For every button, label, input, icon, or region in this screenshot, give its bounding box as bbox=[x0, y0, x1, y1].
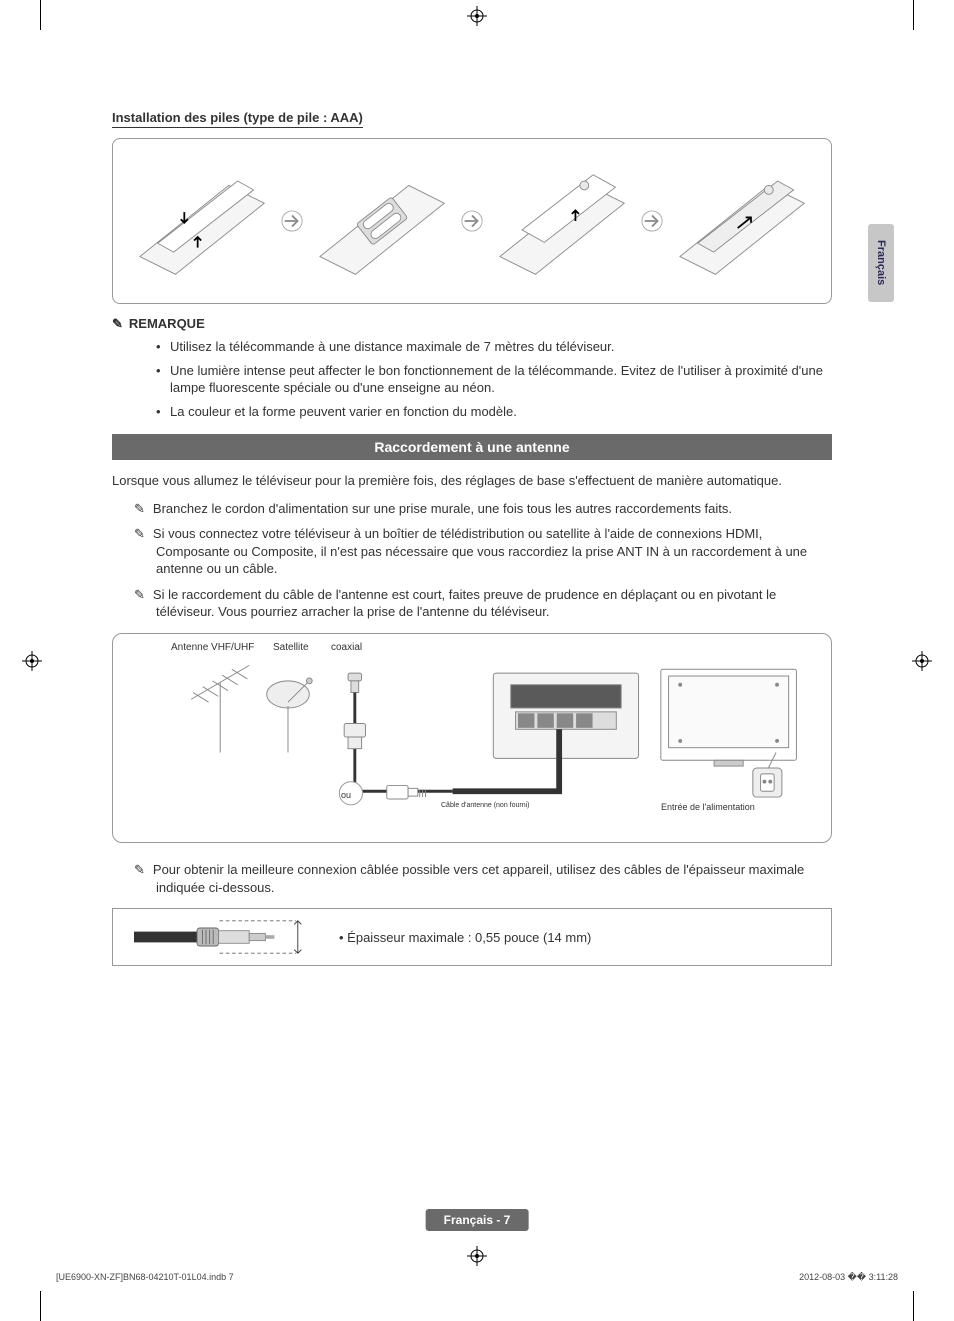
remarque-item: Utilisez la télécommande à une distance … bbox=[156, 338, 832, 356]
print-file: [UE6900-XN-ZF]BN68-04210T-01L04.indb 7 bbox=[56, 1272, 234, 1283]
page-content: Installation des piles (type de pile : A… bbox=[112, 110, 832, 966]
crop-mark bbox=[40, 1291, 41, 1321]
sat-label: Satellite bbox=[273, 642, 309, 653]
remarque-list: Utilisez la télécommande à une distance … bbox=[112, 338, 832, 420]
battery-step-2 bbox=[303, 151, 461, 291]
note-item: Si vous connectez votre téléviseur à un … bbox=[134, 525, 832, 578]
language-tab: Français bbox=[868, 224, 894, 302]
cable-thickness-diagram: Épaisseur maximale : 0,55 pouce (14 mm) bbox=[112, 908, 832, 966]
remarque-item: Une lumière intense peut affecter le bon… bbox=[156, 362, 832, 397]
cable-note-list: Pour obtenir la meilleure connexion câbl… bbox=[112, 861, 832, 896]
vhf-label: Antenne VHF/UHF bbox=[171, 642, 254, 653]
registration-mark-icon bbox=[467, 1246, 487, 1266]
note-item: Si le raccordement du câble de l'antenne… bbox=[134, 586, 832, 621]
cable-icon bbox=[129, 919, 319, 955]
section-heading: Installation des piles (type de pile : A… bbox=[112, 110, 363, 128]
page-footer: Français - 7 bbox=[426, 1209, 529, 1231]
intro-text: Lorsque vous allumez le téléviseur pour … bbox=[112, 472, 832, 490]
registration-mark-icon bbox=[22, 651, 42, 671]
remarque-label: REMARQUE bbox=[112, 316, 832, 332]
crop-mark bbox=[913, 1291, 914, 1321]
print-metadata: [UE6900-XN-ZF]BN68-04210T-01L04.indb 7 2… bbox=[56, 1272, 898, 1283]
remarque-item: La couleur et la forme peuvent varier en… bbox=[156, 403, 832, 421]
note-item: Branchez le cordon d'alimentation sur un… bbox=[134, 500, 832, 518]
language-tab-label: Français bbox=[875, 240, 887, 285]
cable-spec-text: Épaisseur maximale : 0,55 pouce (14 mm) bbox=[339, 930, 591, 945]
print-stamp: 2012-08-03 �� 3:11:28 bbox=[799, 1272, 898, 1283]
antenna-diagram: Antenne VHF/UHF Satellite coaxial ou Câb… bbox=[112, 633, 832, 843]
battery-step-4 bbox=[663, 151, 821, 291]
registration-mark-icon bbox=[912, 651, 932, 671]
cable-note: Câble d'antenne (non fourni) bbox=[441, 802, 530, 809]
arrow-right-icon bbox=[641, 210, 663, 232]
or-label: ou bbox=[341, 790, 351, 800]
registration-mark-icon bbox=[467, 6, 487, 26]
crop-mark bbox=[913, 0, 914, 30]
note-item: Pour obtenir la meilleure connexion câbl… bbox=[134, 861, 832, 896]
arrow-right-icon bbox=[461, 210, 483, 232]
section-title-bar: Raccordement à une antenne bbox=[112, 434, 832, 460]
power-label: Entrée de l'alimentation bbox=[661, 802, 755, 812]
battery-step-3 bbox=[483, 151, 641, 291]
battery-step-1 bbox=[123, 151, 281, 291]
arrow-right-icon bbox=[281, 210, 303, 232]
battery-install-diagram bbox=[112, 138, 832, 304]
coax-label: coaxial bbox=[331, 642, 362, 653]
antenna-notes-list: Branchez le cordon d'alimentation sur un… bbox=[112, 500, 832, 621]
crop-mark bbox=[40, 0, 41, 30]
